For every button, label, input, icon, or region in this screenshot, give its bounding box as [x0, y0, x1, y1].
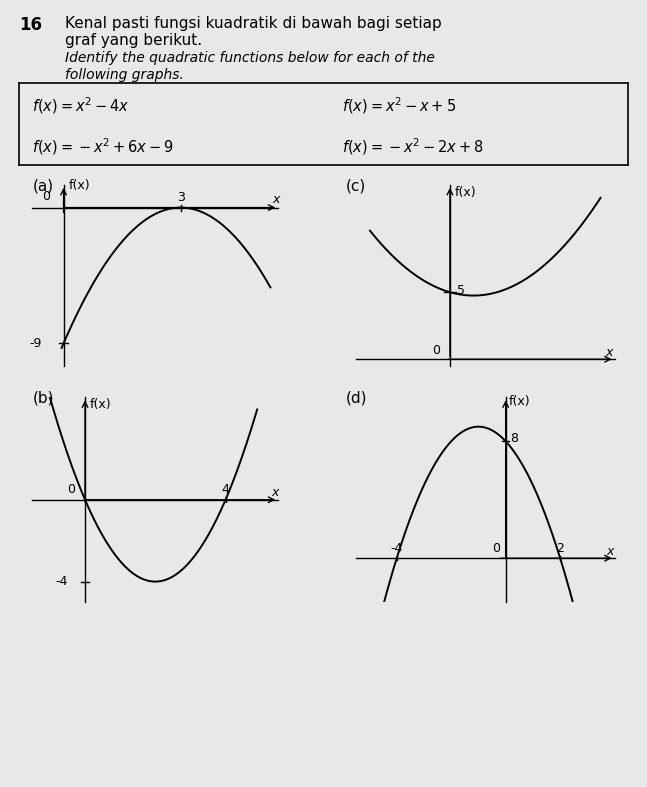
Text: (a): (a) [32, 179, 54, 194]
Text: 0: 0 [42, 190, 50, 203]
Text: (c): (c) [346, 179, 366, 194]
Text: x: x [606, 545, 614, 557]
Text: following graphs.: following graphs. [65, 68, 184, 83]
Text: x: x [271, 486, 279, 499]
Text: 3: 3 [177, 190, 184, 204]
Text: f(x): f(x) [455, 186, 476, 198]
Text: $f(x) = x^2 - 4x$: $f(x) = x^2 - 4x$ [32, 95, 129, 116]
Text: 0: 0 [432, 344, 440, 357]
Text: 8: 8 [510, 432, 519, 445]
Text: f(x): f(x) [509, 395, 530, 408]
Text: -4: -4 [391, 541, 403, 555]
Text: 4: 4 [221, 482, 230, 496]
Text: graf yang berikut.: graf yang berikut. [65, 33, 202, 48]
Text: $f(x) = -x^2 - 2x + 8$: $f(x) = -x^2 - 2x + 8$ [342, 136, 483, 157]
Text: Identify the quadratic functions below for each of the: Identify the quadratic functions below f… [65, 51, 435, 65]
Text: 5: 5 [457, 284, 465, 297]
Text: 2: 2 [556, 541, 564, 555]
Text: 0: 0 [492, 541, 500, 555]
Text: f(x): f(x) [68, 179, 90, 193]
Text: x: x [605, 346, 613, 359]
Text: f(x): f(x) [89, 397, 111, 411]
Text: -9: -9 [30, 337, 42, 350]
Text: (b): (b) [32, 390, 54, 405]
Text: Kenal pasti fungsi kuadratik di bawah bagi setiap: Kenal pasti fungsi kuadratik di bawah ba… [65, 16, 441, 31]
Text: (d): (d) [346, 390, 367, 405]
Text: -4: -4 [55, 575, 67, 588]
Text: x: x [272, 193, 280, 206]
Text: 0: 0 [67, 482, 75, 496]
Text: $f(x) = x^2 - x + 5$: $f(x) = x^2 - x + 5$ [342, 95, 456, 116]
Text: $f(x) = -x^2 + 6x - 9$: $f(x) = -x^2 + 6x - 9$ [32, 136, 173, 157]
Text: 16: 16 [19, 16, 43, 34]
